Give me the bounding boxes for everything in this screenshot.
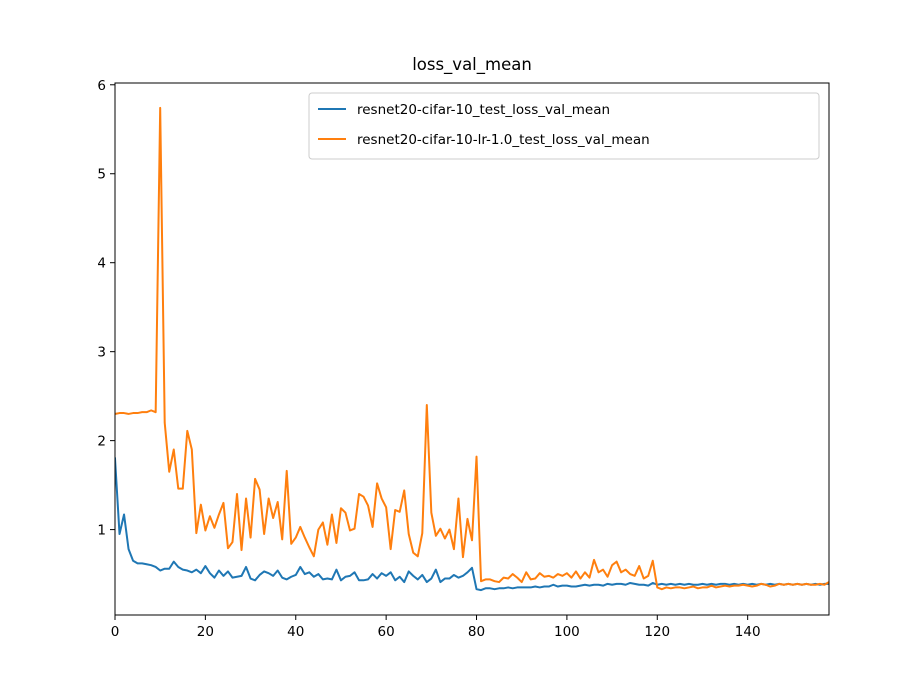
y-tick-label: 5 (97, 167, 106, 183)
x-tick-label: 0 (111, 624, 120, 640)
x-tick-label: 100 (554, 624, 580, 640)
y-tick-label: 2 (97, 434, 106, 450)
legend: resnet20-cifar-10_test_loss_val_meanresn… (308, 92, 820, 160)
y-axis: 1 2 3 4 5 6 (97, 78, 115, 539)
x-tick-label: 60 (378, 624, 395, 640)
x-tick-label: 80 (468, 624, 485, 640)
x-tick-label: 120 (644, 624, 670, 640)
legend-label-2: resnet20-cifar-10-lr-1.0_test_loss_val_m… (357, 132, 650, 148)
series-layer (115, 106, 829, 592)
y-tick-label: 1 (97, 523, 106, 539)
x-tick-label: 40 (287, 624, 304, 640)
legend-label-1: resnet20-cifar-10_test_loss_val_mean (357, 102, 610, 118)
series-line-1 (115, 457, 829, 592)
chart-title: loss_val_mean (412, 55, 532, 75)
axes-frame (114, 82, 830, 616)
y-tick-label: 4 (97, 256, 106, 272)
x-tick-label: 20 (197, 624, 214, 640)
y-tick-label: 3 (97, 345, 106, 361)
x-tick-label: 140 (735, 624, 761, 640)
legend-box (308, 92, 820, 160)
y-tick-label: 6 (97, 78, 106, 94)
series-line-2 (115, 106, 829, 591)
x-axis: 0 20 40 60 80 100 120 140 (111, 615, 761, 640)
